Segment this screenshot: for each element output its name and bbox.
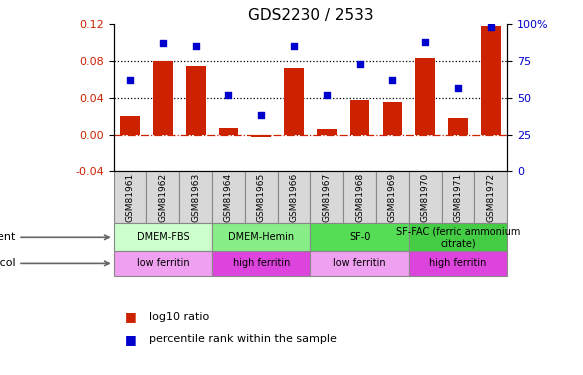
Bar: [409, 224, 507, 251]
Bar: [114, 171, 146, 224]
Text: GSM81967: GSM81967: [322, 173, 331, 222]
Point: [125, 77, 135, 83]
Text: GSM81970: GSM81970: [421, 173, 430, 222]
Bar: [376, 171, 409, 224]
Point: [224, 92, 233, 98]
Bar: [278, 171, 310, 224]
Text: SF-FAC (ferric ammonium
citrate): SF-FAC (ferric ammonium citrate): [396, 226, 520, 248]
Bar: [448, 118, 468, 135]
Bar: [310, 224, 409, 251]
Text: GSM81971: GSM81971: [454, 173, 462, 222]
Bar: [409, 251, 507, 276]
Text: ■: ■: [125, 310, 137, 323]
Bar: [114, 224, 212, 251]
Text: GSM81972: GSM81972: [486, 173, 496, 222]
Point: [191, 44, 201, 50]
Bar: [146, 171, 179, 224]
Bar: [284, 68, 304, 135]
Text: GSM81964: GSM81964: [224, 173, 233, 222]
Bar: [153, 61, 173, 135]
Text: GSM81965: GSM81965: [257, 173, 266, 222]
Bar: [251, 135, 271, 137]
Bar: [415, 58, 435, 135]
Title: GDS2230 / 2533: GDS2230 / 2533: [248, 8, 373, 23]
Text: log10 ratio: log10 ratio: [149, 312, 209, 322]
Bar: [310, 251, 409, 276]
Bar: [343, 171, 376, 224]
Text: DMEM-FBS: DMEM-FBS: [136, 232, 189, 242]
Text: ■: ■: [125, 333, 137, 346]
Bar: [245, 171, 278, 224]
Text: GSM81969: GSM81969: [388, 173, 397, 222]
Bar: [219, 128, 238, 135]
Bar: [475, 171, 507, 224]
Text: high ferritin: high ferritin: [429, 258, 487, 268]
Text: SF-0: SF-0: [349, 232, 370, 242]
Point: [257, 112, 266, 118]
Text: GSM81961: GSM81961: [125, 173, 135, 222]
Text: agent: agent: [0, 232, 109, 242]
Bar: [409, 171, 442, 224]
Text: growth protocol: growth protocol: [0, 258, 109, 268]
Bar: [212, 251, 310, 276]
Text: GSM81968: GSM81968: [355, 173, 364, 222]
Point: [486, 24, 496, 30]
Bar: [120, 116, 140, 135]
Text: low ferritin: low ferritin: [136, 258, 189, 268]
Text: percentile rank within the sample: percentile rank within the sample: [149, 334, 336, 344]
Bar: [317, 129, 337, 135]
Bar: [481, 26, 501, 135]
Text: GSM81963: GSM81963: [191, 173, 200, 222]
Point: [322, 92, 332, 98]
Bar: [186, 66, 205, 135]
Point: [420, 39, 430, 45]
Bar: [310, 171, 343, 224]
Bar: [350, 100, 370, 135]
Bar: [180, 171, 212, 224]
Text: low ferritin: low ferritin: [333, 258, 386, 268]
Text: GSM81962: GSM81962: [159, 173, 167, 222]
Text: DMEM-Hemin: DMEM-Hemin: [228, 232, 294, 242]
Bar: [114, 251, 212, 276]
Bar: [212, 224, 310, 251]
Point: [158, 40, 167, 46]
Bar: [212, 171, 245, 224]
Text: GSM81966: GSM81966: [290, 173, 298, 222]
Point: [454, 84, 463, 90]
Bar: [442, 171, 475, 224]
Point: [388, 77, 397, 83]
Bar: [382, 102, 402, 135]
Text: high ferritin: high ferritin: [233, 258, 290, 268]
Point: [355, 61, 364, 67]
Point: [289, 44, 298, 50]
